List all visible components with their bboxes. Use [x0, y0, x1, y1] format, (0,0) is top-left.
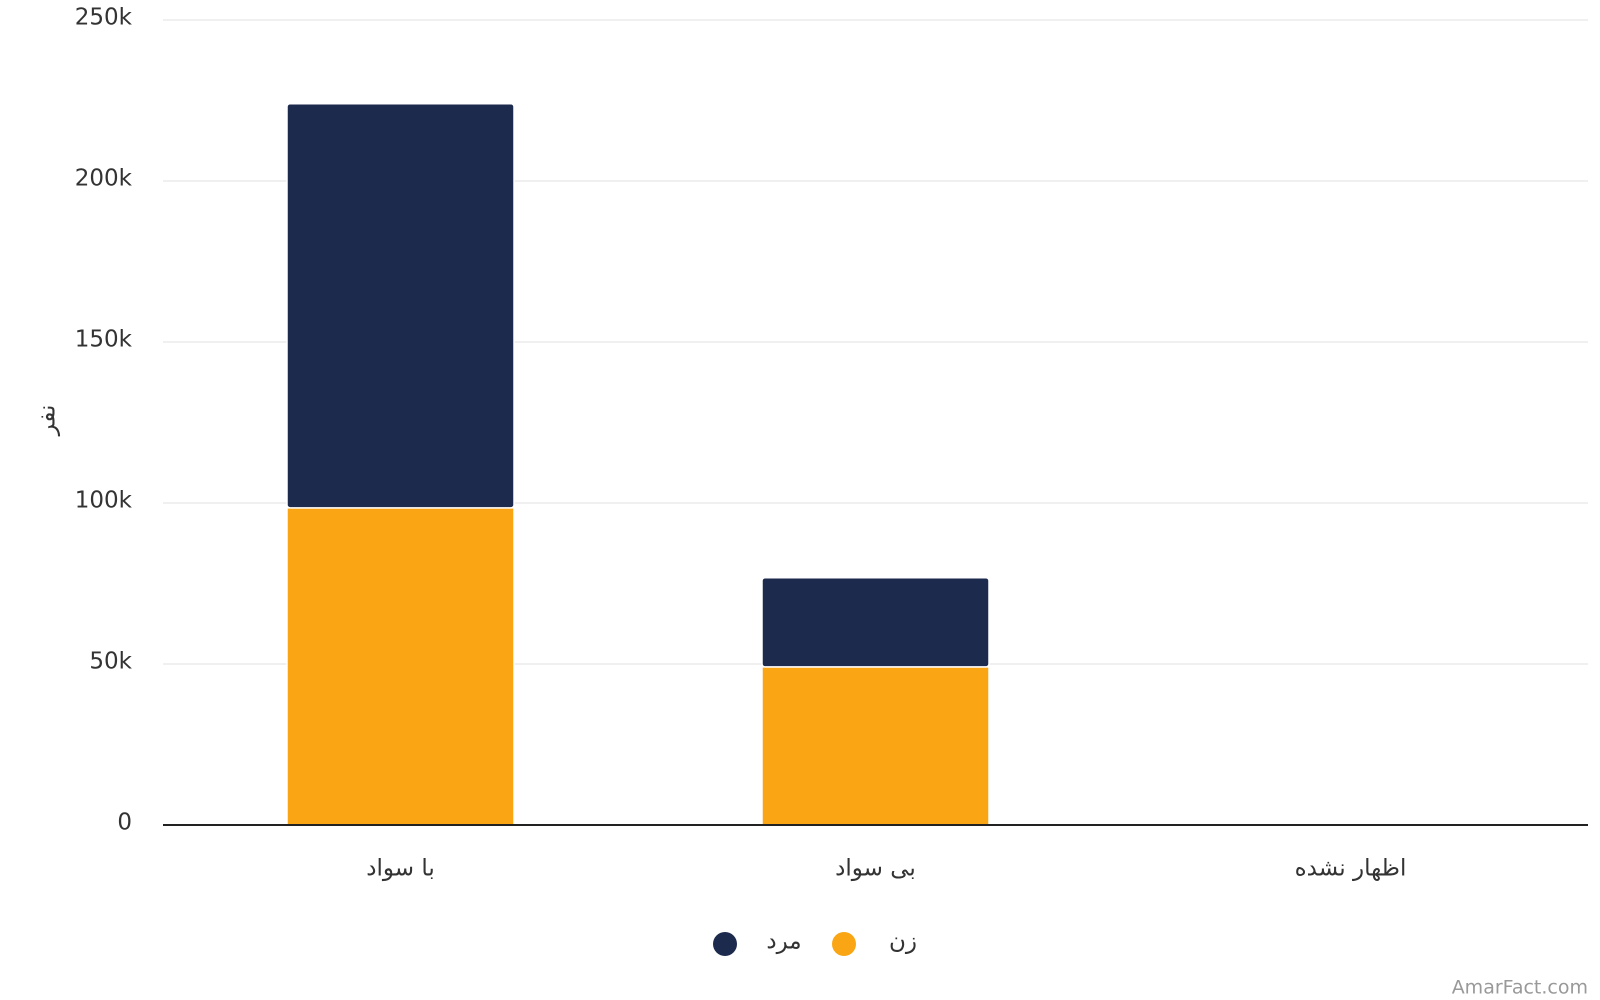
- y-tick-label: 100k: [75, 488, 133, 514]
- legend-swatch: [832, 932, 856, 956]
- y-tick-label: 0: [117, 810, 132, 836]
- legend-swatch: [713, 932, 737, 956]
- watermark: AmarFact.com: [1452, 977, 1588, 999]
- x-tick-label: بی سواد: [835, 856, 916, 882]
- legend-label: مرد: [766, 929, 801, 955]
- y-tick-label: 50k: [89, 649, 132, 675]
- y-axis-label: نفر: [35, 405, 61, 437]
- bar-segment: [761, 576, 990, 668]
- y-tick-label: 150k: [75, 327, 133, 353]
- bar-segment: [286, 102, 515, 509]
- y-tick-label: 250k: [75, 5, 133, 31]
- x-tick-label: با سواد: [366, 856, 435, 882]
- bar-segment: [286, 507, 515, 826]
- bar-segment: [761, 666, 990, 826]
- x-tick-label: اظهار نشده: [1295, 856, 1407, 882]
- legend-label: زن: [889, 929, 917, 955]
- y-tick-label: 200k: [75, 166, 133, 192]
